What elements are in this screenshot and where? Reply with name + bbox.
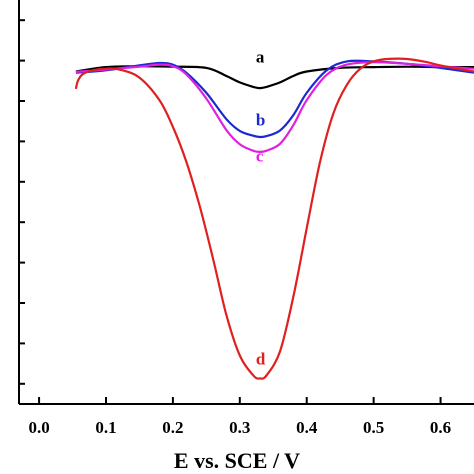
series-line-d	[74, 57, 474, 380]
curve-labels: a bc d	[256, 48, 266, 369]
series-lines	[74, 57, 474, 380]
curve-label-c: c	[256, 147, 264, 166]
x-tick-label: 0.0	[28, 418, 49, 437]
x-tick-label: 0.1	[95, 418, 116, 437]
series-line-c	[75, 61, 474, 154]
x-axis-title: E vs. SCE / V	[174, 448, 300, 473]
series-line-a	[75, 65, 474, 90]
plot-frame	[18, 0, 474, 405]
x-tick-label: 0.3	[229, 418, 250, 437]
curve-label-a: a	[256, 48, 265, 67]
x-axis-ticks: 0.0 0.1 0.2 0.3 0.4 0.5 0.6	[28, 397, 451, 437]
curve-label-b: b	[256, 111, 265, 130]
x-tick-label: 0.5	[363, 418, 384, 437]
y-axis-ticks	[19, 19, 25, 385]
x-tick-label: 0.4	[296, 418, 318, 437]
series-line-b	[75, 59, 474, 139]
x-tick-label: 0.6	[430, 418, 451, 437]
x-tick-label: 0.2	[162, 418, 183, 437]
curve-label-d: d	[256, 349, 266, 368]
